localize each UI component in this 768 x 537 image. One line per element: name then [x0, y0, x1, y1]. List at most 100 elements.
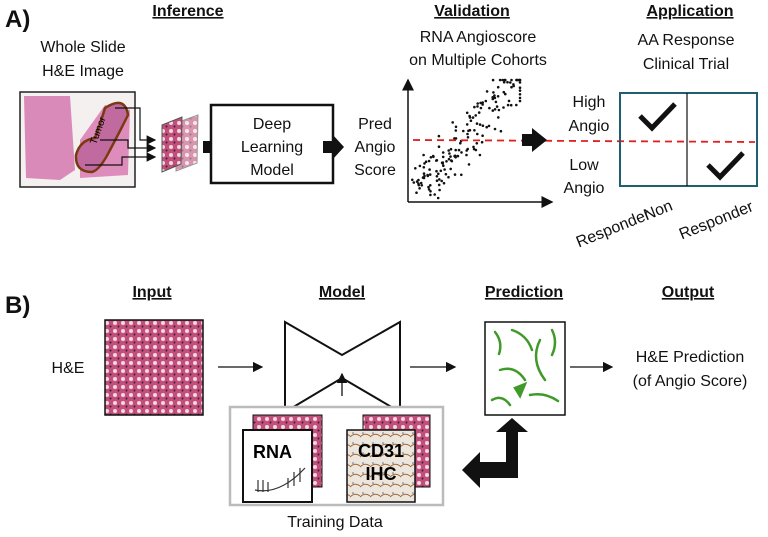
scatter-point	[496, 85, 500, 89]
scatter-point	[423, 174, 426, 178]
scatter-point	[493, 108, 497, 111]
scatter-point	[518, 93, 522, 96]
pred-text-1: Pred	[358, 116, 392, 133]
scatter-point	[442, 181, 446, 185]
scatter-point	[476, 132, 479, 136]
scatter-point	[443, 168, 446, 171]
scatter-point	[456, 154, 460, 158]
scatter-point	[437, 183, 441, 187]
scatter-point	[447, 175, 450, 179]
model-text-3: Model	[250, 162, 294, 179]
scatter-point	[469, 119, 473, 122]
scatter-point	[427, 188, 431, 191]
scatter-point	[495, 105, 499, 108]
scatter-point	[414, 167, 417, 170]
scatter-point	[465, 153, 468, 157]
input-heading: Input	[132, 284, 172, 301]
scatter-point	[441, 155, 445, 159]
input-he-image	[104, 319, 204, 416]
scatter-point	[498, 78, 502, 82]
application-caption-1: AA Response	[638, 32, 735, 49]
scatter-point	[448, 152, 451, 155]
scatter-point	[419, 181, 423, 185]
arrow-icon	[323, 135, 344, 159]
scatter-point	[466, 132, 469, 136]
scatter-point	[453, 173, 457, 176]
encoder-decoder-model	[284, 320, 401, 414]
scatter-point	[475, 122, 479, 125]
scatter-point	[459, 141, 462, 145]
scatter-point	[487, 124, 491, 128]
scatter-point	[453, 137, 456, 140]
rna-label: RNA	[253, 442, 292, 462]
scatter-point	[472, 147, 476, 151]
panel-a-label: A)	[5, 6, 30, 33]
scatter-point	[454, 125, 458, 129]
scatter-point	[427, 159, 431, 163]
scatter-point	[481, 101, 485, 104]
scatter-point	[474, 114, 478, 117]
scatter-point	[418, 164, 422, 168]
scatter-point	[473, 129, 476, 132]
pred-text-3: Score	[354, 162, 396, 179]
scatter-point	[449, 155, 452, 158]
scatter-point	[428, 168, 431, 171]
scatter-point	[442, 164, 445, 167]
scatter-point	[411, 178, 414, 182]
scatter-point	[484, 99, 488, 103]
scatter-point	[485, 125, 489, 129]
scatter-point	[497, 108, 501, 112]
scatter-point	[454, 129, 458, 132]
col-responder: Responder	[574, 206, 654, 251]
bent-arrow-icon	[462, 418, 528, 488]
output-text-2: (of Angio Score)	[633, 373, 748, 390]
scatter-point	[415, 191, 418, 194]
scatter-point	[512, 84, 515, 88]
model-text-2: Learning	[241, 139, 303, 156]
model-heading: Model	[319, 284, 365, 301]
application-grid	[619, 92, 758, 187]
scatter-point	[429, 184, 432, 187]
scatter-point	[471, 116, 475, 119]
scatter-point	[437, 145, 441, 148]
scatter-point	[420, 184, 424, 187]
row-high-2: Angio	[569, 118, 610, 135]
scatter-point	[492, 91, 495, 94]
scatter-point	[432, 155, 435, 159]
scatter-point	[518, 96, 522, 100]
scatter-point	[510, 85, 513, 89]
scatter-point	[468, 116, 472, 119]
scatter-point	[506, 103, 510, 107]
scatter-point	[454, 148, 458, 152]
col-non: Non	[642, 197, 676, 224]
scatter-point	[465, 111, 469, 115]
scatter-point	[418, 187, 421, 190]
scatter-point	[449, 147, 453, 151]
scatter-point	[445, 160, 448, 163]
arrow-icon	[522, 128, 547, 152]
scatter-point	[478, 123, 482, 126]
scatter-point	[499, 129, 503, 133]
scatter-point	[509, 81, 512, 84]
scatter-point	[518, 99, 522, 103]
row-high-1: High	[573, 94, 606, 111]
scatter-point	[466, 136, 470, 139]
scatter-point	[494, 100, 498, 104]
scatter-point	[427, 185, 430, 189]
ihc-label: IHC	[366, 464, 397, 484]
scatter-point	[476, 102, 480, 105]
scatter-point	[444, 172, 448, 176]
scatter-point	[504, 92, 507, 96]
scatter-point	[417, 183, 421, 187]
scatter-point	[518, 86, 522, 89]
scatter-point	[439, 169, 443, 173]
scatter-point	[422, 172, 426, 175]
scatter-point	[433, 193, 437, 196]
scatter-point	[502, 90, 506, 94]
scatter-point	[493, 96, 497, 100]
scatter-point	[462, 129, 465, 133]
slide-caption-1: Whole Slide	[40, 39, 125, 56]
col-non-responder: Responder	[677, 198, 757, 243]
training-data-box: RNA CD31 IHC	[228, 405, 445, 507]
scatter-point	[502, 80, 506, 84]
